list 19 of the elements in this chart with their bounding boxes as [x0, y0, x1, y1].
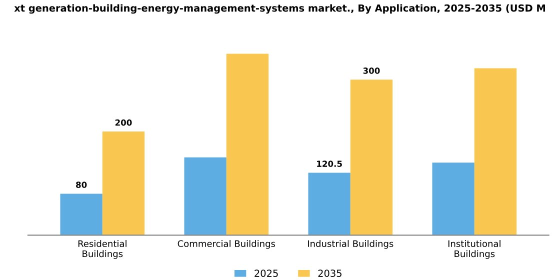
x-tick-label: Commercial Buildings — [178, 240, 276, 249]
bar — [184, 157, 226, 236]
bar — [432, 162, 474, 236]
x-tick-label: Residential Buildings — [78, 240, 126, 259]
bar — [226, 54, 269, 236]
data-label: 120.5 — [317, 160, 342, 167]
bar — [308, 172, 350, 236]
legend-label: 2035 — [318, 270, 342, 277]
chart-title: xt generation-building-energy-management-systems market., By Application, 2025-2035 (USD M — [14, 4, 545, 14]
data-label: 300 — [363, 68, 380, 74]
bar — [60, 194, 102, 236]
legend-label: 2025 — [254, 270, 278, 277]
bar — [350, 80, 393, 236]
x-tick-label: Industrial Buildings — [308, 240, 394, 249]
bar — [474, 68, 517, 236]
x-tick-label: Institutional Buildings — [448, 240, 500, 259]
data-label: 200 — [115, 119, 132, 126]
data-label: 80 — [76, 182, 87, 188]
bar — [102, 131, 145, 236]
